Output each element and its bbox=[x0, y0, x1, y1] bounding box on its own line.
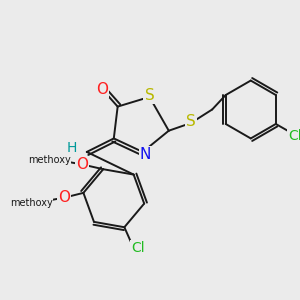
Text: S: S bbox=[145, 88, 154, 103]
Text: O: O bbox=[58, 190, 70, 205]
Text: S: S bbox=[186, 114, 196, 129]
Text: O: O bbox=[96, 82, 108, 97]
Text: methoxy: methoxy bbox=[28, 154, 70, 165]
Text: O: O bbox=[76, 157, 88, 172]
Text: N: N bbox=[140, 147, 151, 162]
Text: H: H bbox=[66, 141, 76, 155]
Text: Cl: Cl bbox=[131, 242, 145, 255]
Text: Cl: Cl bbox=[288, 128, 300, 142]
Text: methoxy: methoxy bbox=[10, 197, 53, 208]
